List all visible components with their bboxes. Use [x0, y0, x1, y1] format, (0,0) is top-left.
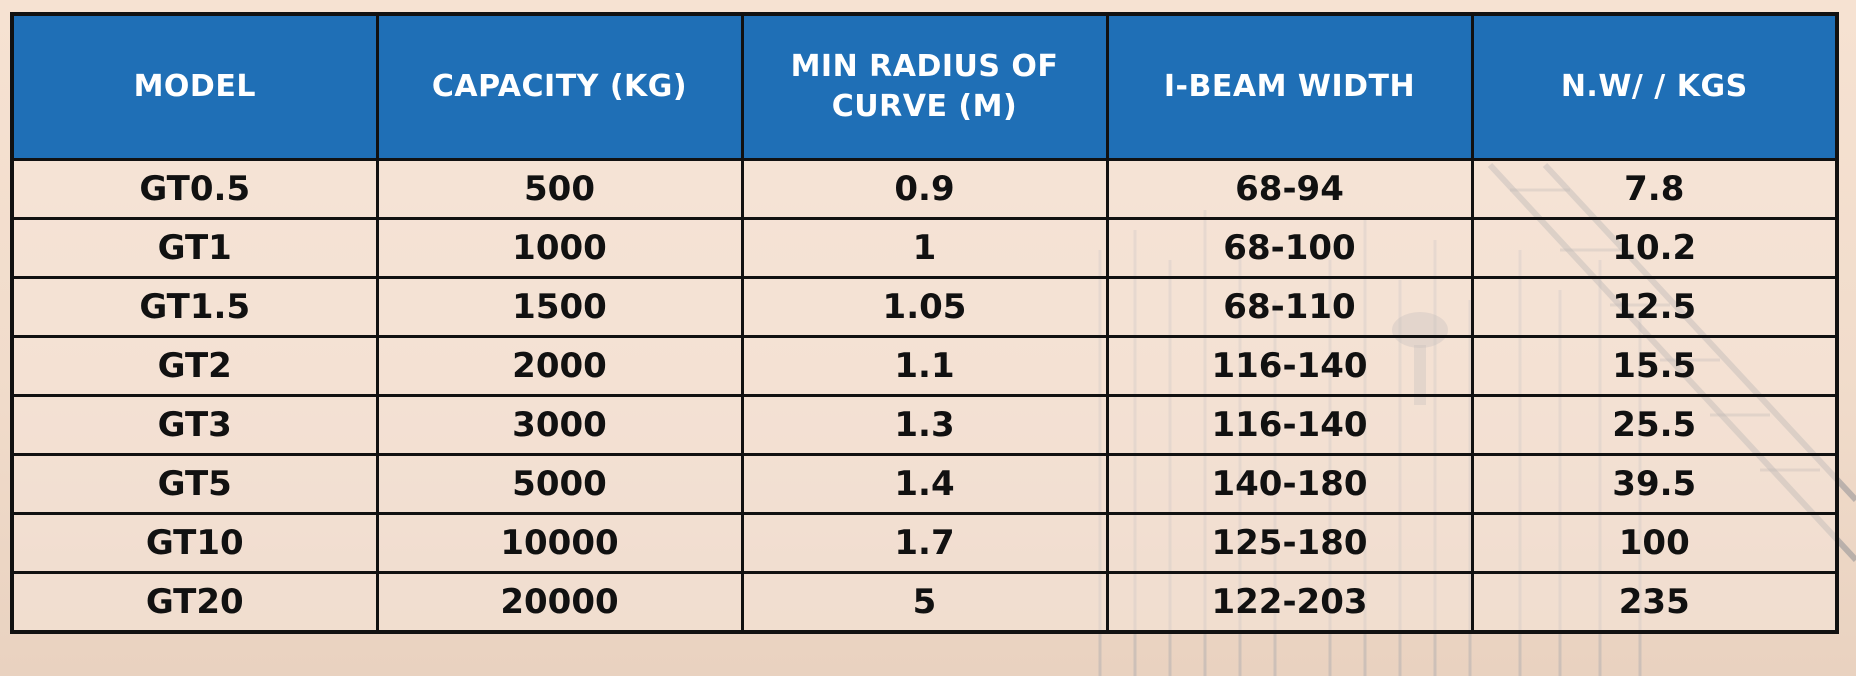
cell-capacity: 3000	[375, 394, 744, 456]
cell-min-radius: 1.1	[740, 335, 1109, 397]
cell-model: GT3	[10, 394, 379, 456]
cell-capacity: 2000	[375, 335, 744, 397]
cell-ibeam-width: 140-180	[1105, 453, 1474, 515]
cell-min-radius: 1.3	[740, 394, 1109, 456]
spec-table: MODEL CAPACITY (KG) MIN RADIUS OF CURVE …	[10, 12, 1839, 634]
cell-min-radius: 5	[740, 571, 1109, 634]
spec-table-container: MODEL CAPACITY (KG) MIN RADIUS OF CURVE …	[10, 12, 1839, 634]
table-row: GT1 1000 1 68-100 10.2	[10, 217, 1839, 279]
table-row: GT3 3000 1.3 116-140 25.5	[10, 394, 1839, 456]
header-ibeam-width: I-BEAM WIDTH	[1105, 12, 1474, 161]
cell-model: GT0.5	[10, 158, 379, 220]
table-row: GT10 10000 1.7 125-180 100	[10, 512, 1839, 574]
table-row: GT0.5 500 0.9 68-94 7.8	[10, 158, 1839, 220]
cell-min-radius: 0.9	[740, 158, 1109, 220]
cell-net-weight: 39.5	[1470, 453, 1839, 515]
cell-model: GT20	[10, 571, 379, 634]
header-net-weight: N.W/ / KGS	[1470, 12, 1839, 161]
cell-min-radius: 1.05	[740, 276, 1109, 338]
cell-ibeam-width: 68-100	[1105, 217, 1474, 279]
cell-capacity: 20000	[375, 571, 744, 634]
cell-capacity: 5000	[375, 453, 744, 515]
header-model: MODEL	[10, 12, 379, 161]
cell-model: GT1	[10, 217, 379, 279]
table-row: GT2 2000 1.1 116-140 15.5	[10, 335, 1839, 397]
cell-ibeam-width: 116-140	[1105, 394, 1474, 456]
cell-model: GT1.5	[10, 276, 379, 338]
cell-ibeam-width: 68-94	[1105, 158, 1474, 220]
table-header-row: MODEL CAPACITY (KG) MIN RADIUS OF CURVE …	[10, 12, 1839, 161]
cell-net-weight: 10.2	[1470, 217, 1839, 279]
cell-ibeam-width: 122-203	[1105, 571, 1474, 634]
cell-model: GT5	[10, 453, 379, 515]
cell-ibeam-width: 68-110	[1105, 276, 1474, 338]
cell-min-radius: 1.4	[740, 453, 1109, 515]
cell-net-weight: 7.8	[1470, 158, 1839, 220]
header-min-radius: MIN RADIUS OF CURVE (M)	[740, 12, 1109, 161]
cell-net-weight: 25.5	[1470, 394, 1839, 456]
cell-capacity: 1500	[375, 276, 744, 338]
cell-net-weight: 12.5	[1470, 276, 1839, 338]
cell-net-weight: 100	[1470, 512, 1839, 574]
table-row: GT20 20000 5 122-203 235	[10, 571, 1839, 634]
header-capacity: CAPACITY (KG)	[375, 12, 744, 161]
cell-ibeam-width: 116-140	[1105, 335, 1474, 397]
cell-net-weight: 235	[1470, 571, 1839, 634]
cell-min-radius: 1.7	[740, 512, 1109, 574]
cell-ibeam-width: 125-180	[1105, 512, 1474, 574]
cell-capacity: 10000	[375, 512, 744, 574]
cell-min-radius: 1	[740, 217, 1109, 279]
cell-capacity: 1000	[375, 217, 744, 279]
table-row: GT5 5000 1.4 140-180 39.5	[10, 453, 1839, 515]
cell-model: GT10	[10, 512, 379, 574]
table-row: GT1.5 1500 1.05 68-110 12.5	[10, 276, 1839, 338]
cell-model: GT2	[10, 335, 379, 397]
cell-net-weight: 15.5	[1470, 335, 1839, 397]
cell-capacity: 500	[375, 158, 744, 220]
